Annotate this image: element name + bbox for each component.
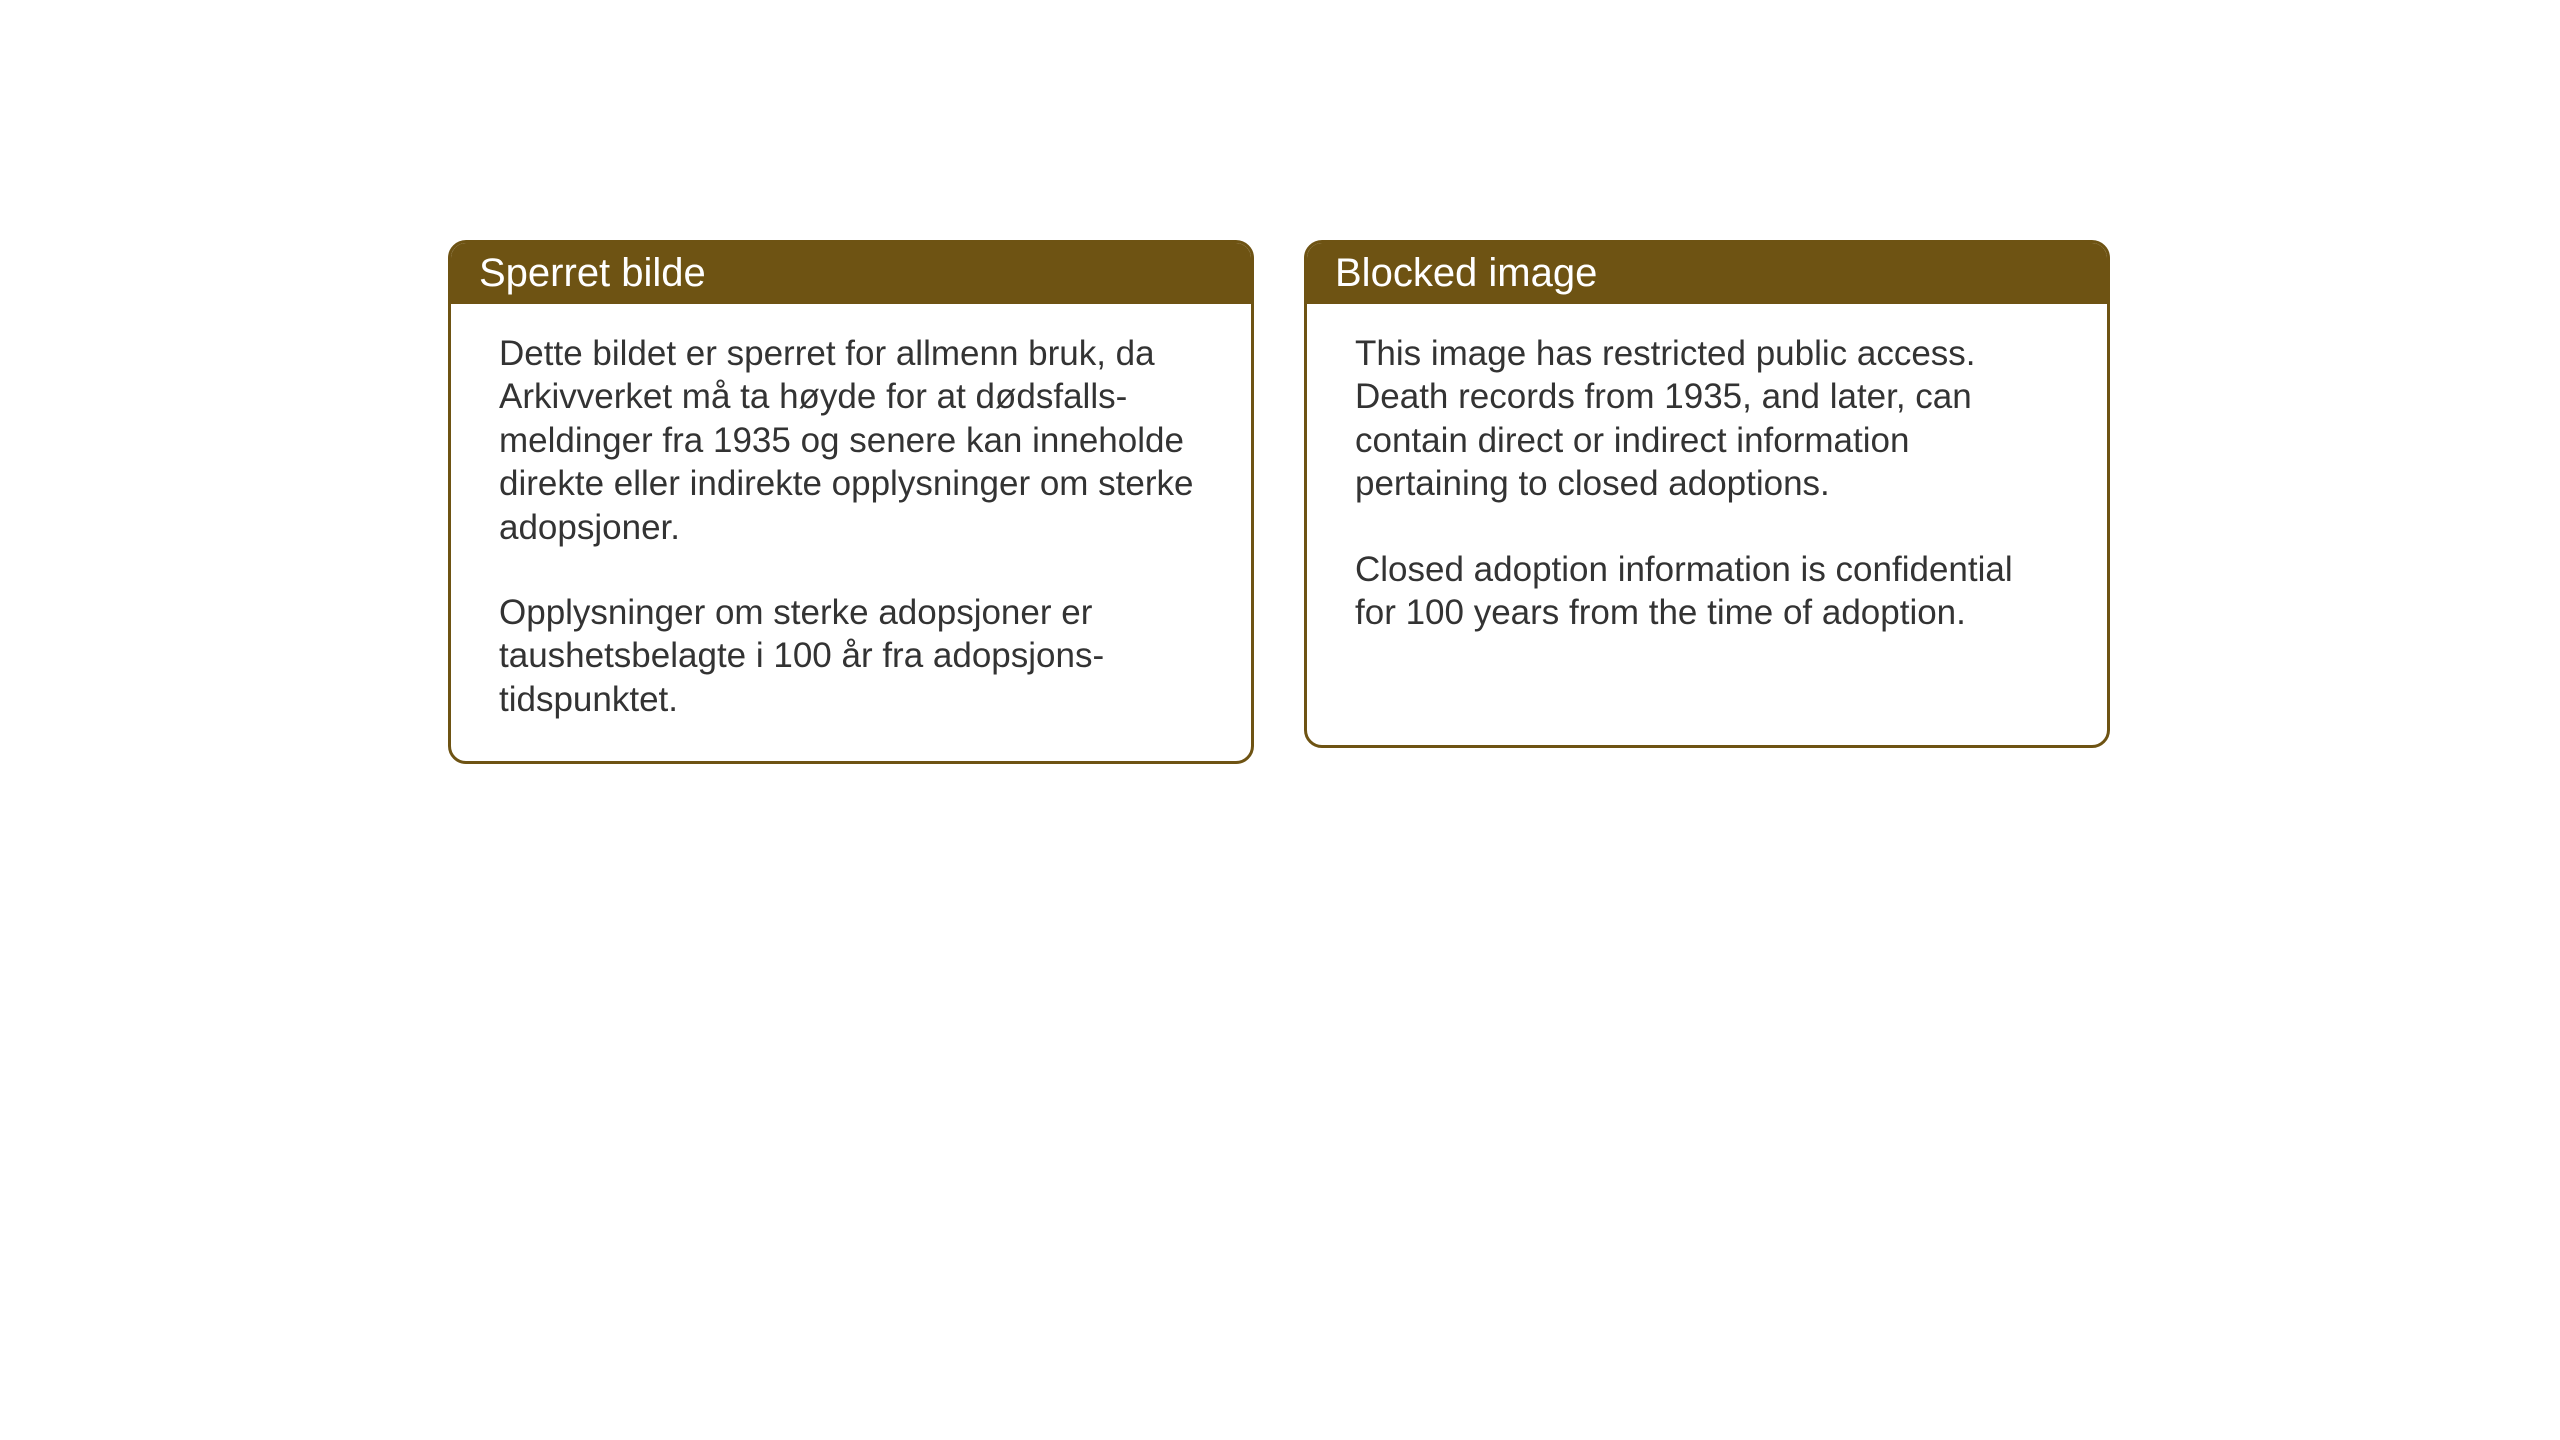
notice-box-norwegian: Sperret bilde Dette bildet er sperret fo… [448, 240, 1254, 764]
notices-container: Sperret bilde Dette bildet er sperret fo… [448, 240, 2110, 764]
notice-paragraph2-english: Closed adoption information is confident… [1355, 548, 2059, 635]
notice-body-english: This image has restricted public access.… [1307, 304, 2107, 674]
notice-header-english: Blocked image [1307, 243, 2107, 304]
notice-body-norwegian: Dette bildet er sperret for allmenn bruk… [451, 304, 1251, 761]
notice-title-norwegian: Sperret bilde [479, 251, 706, 295]
notice-paragraph1-english: This image has restricted public access.… [1355, 332, 2059, 506]
notice-header-norwegian: Sperret bilde [451, 243, 1251, 304]
notice-box-english: Blocked image This image has restricted … [1304, 240, 2110, 748]
notice-title-english: Blocked image [1335, 251, 1597, 295]
notice-paragraph1-norwegian: Dette bildet er sperret for allmenn bruk… [499, 332, 1203, 549]
notice-paragraph2-norwegian: Opplysninger om sterke adopsjoner er tau… [499, 591, 1203, 721]
